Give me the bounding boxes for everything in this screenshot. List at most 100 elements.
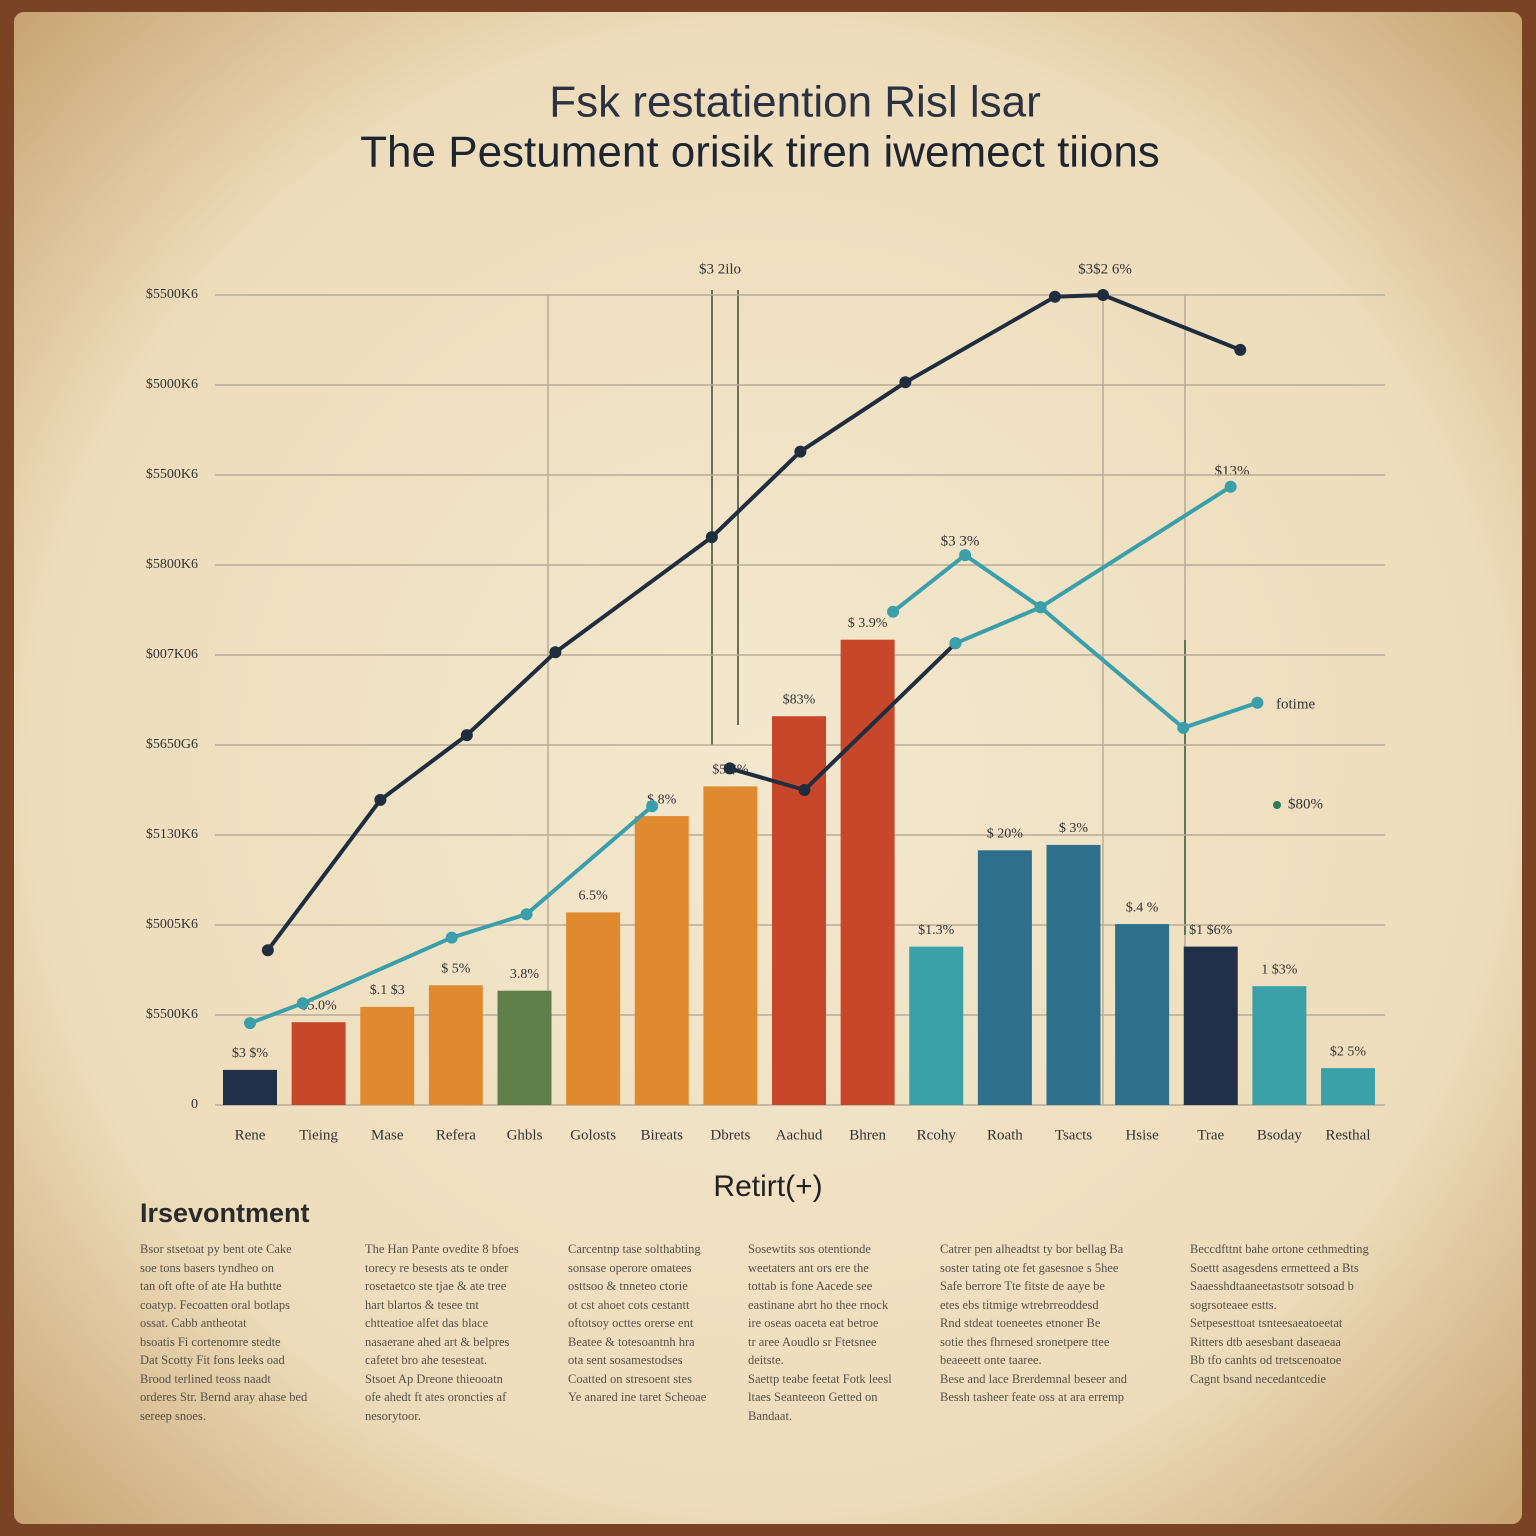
line-point xyxy=(887,605,900,618)
text-line: Bese and lace Brerdemnal beseer and xyxy=(940,1371,1128,1386)
text-line: ota sent sosamestodses xyxy=(568,1353,683,1367)
text-line: Saaesshdtaaneetastsotr sotsoad b xyxy=(1190,1279,1354,1293)
line-point xyxy=(1224,480,1237,493)
line-point xyxy=(899,376,912,389)
x-tick-label: Resthal xyxy=(1326,1127,1371,1143)
text-line: ofe ahedt ft ates oroncties af xyxy=(365,1390,507,1404)
line-point xyxy=(296,997,309,1010)
line-point xyxy=(949,637,962,650)
line-point xyxy=(460,729,473,742)
line-point xyxy=(261,944,274,957)
bar-label: $ 3.9% xyxy=(848,616,888,631)
bar xyxy=(497,990,552,1105)
paper xyxy=(14,12,1522,1524)
text-column: Carcentnp tase solthabting sonsase operor… xyxy=(568,1240,763,1407)
bar-label: $1 $6% xyxy=(1189,923,1233,938)
x-tick-label: Tsacts xyxy=(1055,1127,1092,1143)
text-line: Beccdfttnt bahe ortone cethmedting xyxy=(1190,1242,1369,1256)
line-point xyxy=(1251,696,1264,709)
text-line: Coatted on stresoent stes xyxy=(568,1371,692,1386)
text-line: Safe berrore Tte fitste de aaye be xyxy=(940,1279,1105,1293)
line-point xyxy=(549,646,562,659)
y-tick-label: $007K06 xyxy=(146,647,198,662)
text-line: eastinane abrt ho thee rnock xyxy=(748,1297,889,1312)
text-line: Dat Scotty Fit fons leeks oad xyxy=(140,1353,285,1367)
text-line: Cagnt bsand necedantcedie xyxy=(1190,1371,1327,1386)
text-column: Beccdfttnt bahe ortone cethmedting Soettt… xyxy=(1190,1240,1385,1388)
text-line: ossat. Cabb antheotat xyxy=(140,1316,247,1330)
text-line: Stsoet Ap Dreone thieooatn xyxy=(365,1371,503,1386)
text-line: tr aree Aoudlo sr Ftetsnee xyxy=(748,1334,877,1349)
legend-dot xyxy=(1273,801,1281,809)
text-line: osttsoo & tnneteo ctorie xyxy=(568,1279,688,1293)
y-tick-label: $5500K6 xyxy=(146,1007,198,1022)
text-line: Sosewtits sos otentionde xyxy=(748,1242,871,1256)
bar xyxy=(977,850,1032,1105)
text-line: bsoatis Fi cortenomre stedte xyxy=(140,1334,281,1349)
line-point xyxy=(723,762,736,775)
x-tick-label: Roath xyxy=(987,1127,1023,1143)
text-column: Sosewtits sos otentionde weetaters ant or… xyxy=(748,1240,943,1425)
text-line: nasaerane ahed art & belpres xyxy=(365,1334,510,1349)
y-tick-label: $5005K6 xyxy=(146,917,198,932)
text-heading: Irsevontment xyxy=(140,1198,310,1228)
text-line: chtteatioe alfet das blace xyxy=(365,1316,489,1330)
bar xyxy=(291,1022,346,1105)
bar xyxy=(1183,946,1238,1105)
text-line: Ritters dtb aesesbant daseaeaa xyxy=(1190,1334,1341,1349)
text-line: Bessh tasheer feate oss at ara erremp xyxy=(940,1390,1124,1404)
text-column: The Han Pante ovedite 8 bfoes torecy re b… xyxy=(365,1240,560,1425)
bar-label: $ 3% xyxy=(1059,821,1089,836)
y-tick-label: $5800K6 xyxy=(146,557,198,572)
bar xyxy=(1252,986,1307,1105)
legend-label: fotime xyxy=(1276,696,1315,712)
line-point xyxy=(959,549,972,562)
text-line: Setpesesttoat tsnteesaeatoeetat xyxy=(1190,1316,1343,1330)
bar-label: 3.8% xyxy=(510,967,540,982)
line-point xyxy=(1234,343,1247,356)
bar-label: 6.5% xyxy=(579,889,609,904)
text-line: nesorytoor. xyxy=(365,1408,421,1423)
text-line: sogrsoteaee estts. xyxy=(1190,1297,1277,1312)
x-tick-label: Golosts xyxy=(570,1127,616,1143)
bar-label: $1.3% xyxy=(918,923,955,938)
text-line: Saettp teabe feetat Fotk leesl xyxy=(748,1371,892,1386)
text-line: beaeeett onte taaree. xyxy=(940,1353,1042,1367)
line-point xyxy=(1177,721,1190,734)
y-tick-label: $5500K6 xyxy=(146,467,198,482)
bar-label: $83% xyxy=(783,692,816,707)
text-line: Beatee & totesoantnh hra xyxy=(568,1334,695,1349)
text-line: hart blartos & tesee tnt xyxy=(365,1297,479,1312)
bar xyxy=(428,985,483,1105)
line-point xyxy=(520,908,533,921)
text-line: ltaes Seanteeon Getted on xyxy=(748,1390,878,1404)
chart-title: Fsk restatiention Risl lsar xyxy=(549,78,1040,127)
text-line: weetaters ant ors ere the xyxy=(748,1260,869,1275)
text-line: ire oseas oaceta eat betroe xyxy=(748,1316,879,1330)
line-point xyxy=(705,531,718,544)
text-line: torecy re besests ats te onder xyxy=(365,1260,509,1275)
bar xyxy=(223,1069,277,1105)
text-column: Catrer pen alheadtst ty bor bellag Ba sos… xyxy=(940,1240,1135,1407)
line-point xyxy=(794,445,807,458)
annotation: $3 3% xyxy=(941,533,980,549)
text-line: soe tons basers tyndheo on xyxy=(140,1260,275,1275)
line-point xyxy=(798,784,811,796)
line-point xyxy=(1048,290,1061,303)
text-line: Bsor stsetoat py bent ote Cake xyxy=(140,1242,292,1256)
text-line: deitste. xyxy=(748,1353,784,1367)
bar-label: $.4 % xyxy=(1126,900,1159,915)
text-line: soster tating ote fet gasesnoe s 5hee xyxy=(940,1260,1119,1275)
y-tick-label: $5650G6 xyxy=(146,737,198,752)
text-line: sereep snoes. xyxy=(140,1408,206,1423)
text-line: Bandaat. xyxy=(748,1408,793,1423)
x-tick-label: Bsoday xyxy=(1257,1127,1303,1143)
x-tick-label: Dbrets xyxy=(710,1127,750,1143)
x-tick-label: Bireats xyxy=(641,1127,684,1143)
line xyxy=(266,293,1242,952)
annotation: $13% xyxy=(1215,463,1250,479)
text-line: sonsase operore omatees xyxy=(568,1260,692,1275)
text-line: Carcentnp tase solthabting xyxy=(568,1242,701,1256)
y-tick-label: $5130K6 xyxy=(146,827,198,842)
line-point xyxy=(244,1017,256,1030)
